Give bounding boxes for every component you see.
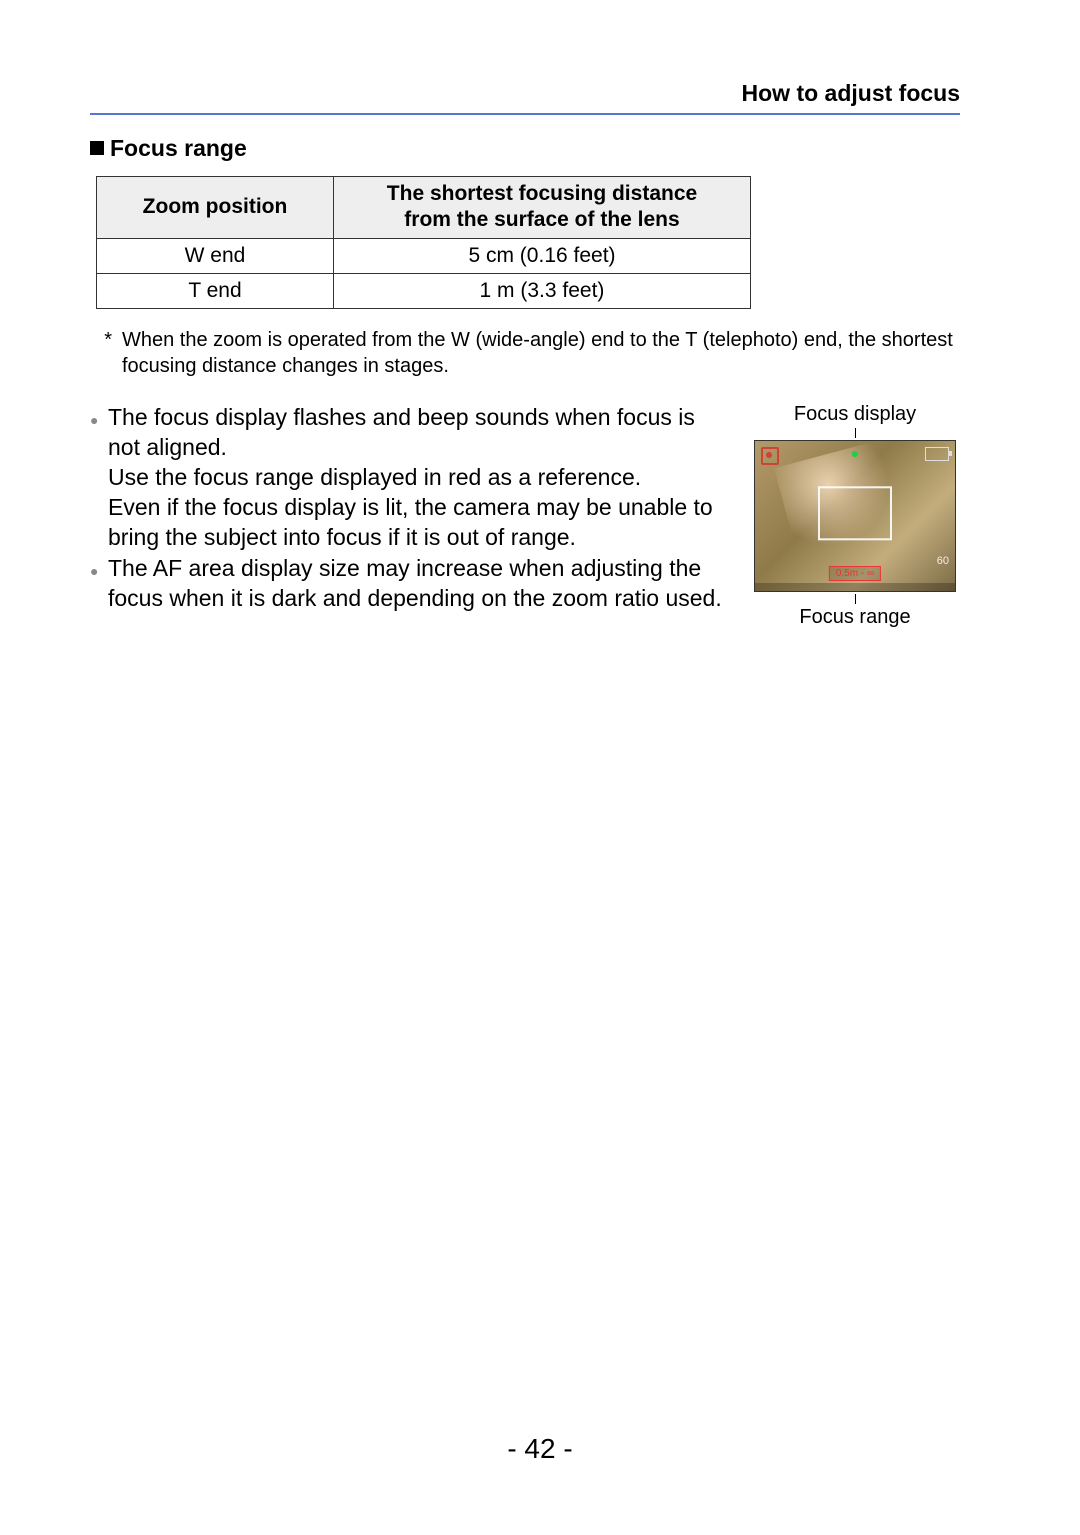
table-row: W end 5 cm (0.16 feet)	[97, 238, 751, 273]
figure-label-top: Focus display	[750, 403, 960, 426]
list-item-text: The AF area display size may increase wh…	[108, 554, 730, 614]
square-bullet-icon	[90, 141, 104, 155]
list-item-line: Use the focus range displayed in red as …	[108, 464, 641, 490]
cell-distance: 5 cm (0.16 feet)	[334, 238, 751, 273]
table-row: T end 1 m (3.3 feet)	[97, 273, 751, 308]
bullet-dot-icon	[90, 554, 108, 614]
battery-icon	[925, 447, 949, 461]
cell-zoom: W end	[97, 238, 334, 273]
col-header-zoom: Zoom position	[97, 177, 334, 239]
bullet-list: The focus display flashes and beep sound…	[90, 403, 730, 629]
figure-label-bottom: Focus range	[750, 606, 960, 629]
body-columns: The focus display flashes and beep sound…	[90, 403, 960, 629]
bullet-dot-icon	[90, 403, 108, 552]
list-item: The focus display flashes and beep sound…	[90, 403, 730, 552]
page-number: - 42 -	[0, 1433, 1080, 1465]
cell-distance: 1 m (3.3 feet)	[334, 273, 751, 308]
table-header-row: Zoom position The shortest focusing dist…	[97, 177, 751, 239]
footnote-text: When the zoom is operated from the W (wi…	[122, 327, 960, 379]
footnote: * When the zoom is operated from the W (…	[90, 327, 960, 379]
callout-line-icon	[855, 594, 856, 604]
callout-line-icon	[855, 428, 856, 438]
section-heading-text: Focus range	[110, 135, 247, 161]
camera-lcd-preview: ● 60 0.5m - ∞	[754, 440, 956, 592]
list-item-line: The focus display flashes and beep sound…	[108, 404, 695, 460]
col-header-distance: The shortest focusing distance from the …	[334, 177, 751, 239]
focus-range-table: Zoom position The shortest focusing dist…	[96, 176, 751, 309]
manual-page: How to adjust focus Focus range Zoom pos…	[0, 0, 1080, 1535]
cell-zoom: T end	[97, 273, 334, 308]
section-heading: Focus range	[90, 135, 960, 162]
col-header-distance-l1: The shortest focusing distance	[387, 182, 697, 205]
page-header-title: How to adjust focus	[742, 80, 961, 106]
focus-indicator-icon: ●	[851, 445, 859, 461]
page-header: How to adjust focus	[90, 80, 960, 115]
col-header-distance-l2: from the surface of the lens	[404, 208, 679, 231]
list-item: The AF area display size may increase wh…	[90, 554, 730, 614]
list-item-line: Even if the focus display is lit, the ca…	[108, 494, 713, 550]
list-item-text: The focus display flashes and beep sound…	[108, 403, 730, 552]
footnote-mark: *	[90, 327, 122, 379]
focus-display-figure: Focus display ● 60 0.5m - ∞ Focus range	[750, 403, 960, 629]
iso-readout: 60	[937, 555, 949, 567]
af-area-box	[818, 486, 892, 540]
lcd-bottom-bar	[755, 583, 955, 591]
focus-range-readout: 0.5m - ∞	[829, 566, 881, 581]
record-icon	[761, 447, 779, 465]
